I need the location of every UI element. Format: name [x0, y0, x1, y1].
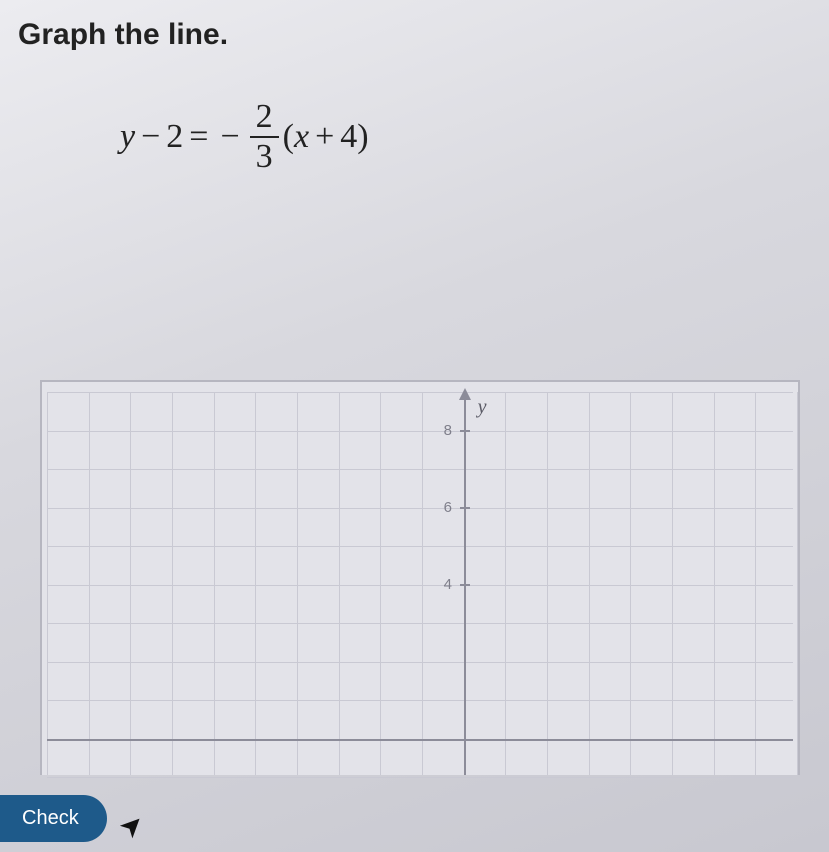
y-tick: [460, 507, 470, 509]
gridline-h: [47, 392, 793, 393]
eq-plus: +: [315, 118, 334, 156]
gridline-v: [89, 392, 90, 775]
gridline-v: [172, 392, 173, 775]
check-button[interactable]: Check: [0, 795, 107, 842]
cursor-icon: ➤: [112, 806, 152, 846]
eq-fraction: 2 3: [250, 100, 279, 174]
problem-title: Graph the line.: [18, 18, 228, 52]
gridline-h: [47, 623, 793, 624]
y-tick: [460, 584, 470, 586]
grid: y 8 6 4: [47, 392, 793, 775]
graph-canvas[interactable]: y 8 6 4: [40, 380, 800, 775]
gridline-v: [214, 392, 215, 775]
x-axis: [47, 739, 793, 741]
gridline-v: [130, 392, 131, 775]
gridline-v: [547, 392, 548, 775]
gridline-v: [714, 392, 715, 775]
eq-2: 2: [166, 118, 183, 156]
eq-neg: −: [220, 118, 239, 156]
y-tick-label: 8: [444, 422, 452, 439]
y-axis-arrow-icon: [459, 388, 471, 400]
gridline-v: [380, 392, 381, 775]
eq-4: 4: [340, 118, 357, 156]
gridline-h: [47, 469, 793, 470]
gridline-v: [255, 392, 256, 775]
gridline-v: [339, 392, 340, 775]
gridline-h: [47, 431, 793, 432]
y-tick-label: 6: [444, 499, 452, 516]
gridline-v: [755, 392, 756, 775]
gridline-v: [422, 392, 423, 775]
gridline-h: [47, 777, 793, 778]
eq-open-paren: (: [283, 118, 294, 156]
equation: y − 2 = − 2 3 ( x + 4 ): [120, 100, 369, 174]
eq-frac-num: 2: [250, 100, 279, 138]
gridline-h: [47, 662, 793, 663]
gridline-v: [672, 392, 673, 775]
gridline-v: [630, 392, 631, 775]
gridline-h: [47, 585, 793, 586]
eq-y: y: [120, 118, 135, 156]
gridline-v: [297, 392, 298, 775]
eq-close-paren: ): [357, 118, 368, 156]
gridline-h: [47, 700, 793, 701]
gridline-h: [47, 508, 793, 509]
y-tick-label: 4: [444, 576, 452, 593]
eq-equals: =: [189, 118, 208, 156]
gridline-v: [797, 392, 798, 775]
eq-minus: −: [141, 118, 160, 156]
gridline-v: [589, 392, 590, 775]
y-tick: [460, 430, 470, 432]
y-axis-label: y: [478, 396, 487, 419]
gridline-v: [47, 392, 48, 775]
eq-x: x: [294, 118, 309, 156]
gridline-v: [505, 392, 506, 775]
gridline-h: [47, 546, 793, 547]
eq-frac-den: 3: [256, 138, 273, 174]
